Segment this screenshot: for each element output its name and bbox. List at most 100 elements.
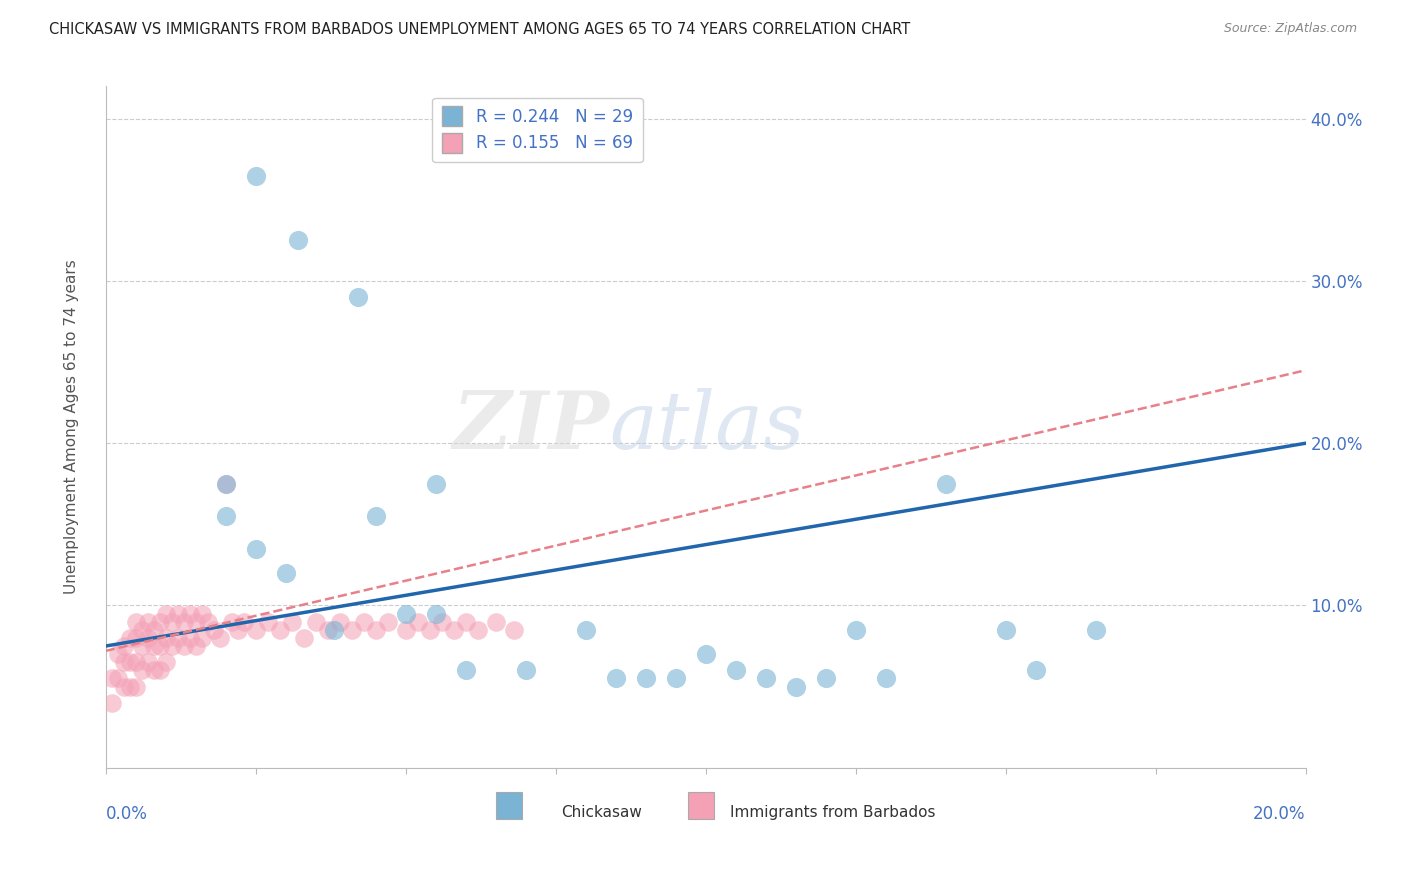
Point	[112, 680, 135, 694]
Point	[605, 672, 627, 686]
Point	[131, 623, 153, 637]
Point	[131, 639, 153, 653]
Point	[214, 476, 236, 491]
Point	[245, 169, 267, 183]
Point	[118, 680, 141, 694]
Point	[1084, 623, 1107, 637]
Point	[142, 639, 165, 653]
Legend: R = 0.244   N = 29, R = 0.155   N = 69: R = 0.244 N = 29, R = 0.155 N = 69	[432, 98, 643, 162]
Point	[515, 664, 537, 678]
Point	[484, 615, 506, 629]
Point	[430, 615, 453, 629]
Point	[785, 680, 807, 694]
Point	[322, 623, 344, 637]
Point	[292, 631, 315, 645]
Point	[340, 623, 363, 637]
Point	[112, 655, 135, 669]
Point	[197, 615, 219, 629]
Point	[574, 623, 596, 637]
Point	[724, 664, 747, 678]
Point	[844, 623, 866, 637]
Text: ZIP: ZIP	[453, 388, 610, 466]
Point	[274, 566, 297, 580]
Point	[100, 696, 122, 710]
Text: CHICKASAW VS IMMIGRANTS FROM BARBADOS UNEMPLOYMENT AMONG AGES 65 TO 74 YEARS COR: CHICKASAW VS IMMIGRANTS FROM BARBADOS UN…	[49, 22, 911, 37]
Point	[329, 615, 352, 629]
Point	[155, 607, 177, 621]
Point	[634, 672, 657, 686]
Point	[406, 615, 429, 629]
Point	[664, 672, 686, 686]
Point	[994, 623, 1017, 637]
Point	[245, 623, 267, 637]
Point	[214, 509, 236, 524]
Point	[269, 623, 291, 637]
Point	[353, 615, 375, 629]
Point	[179, 607, 201, 621]
Point	[364, 623, 387, 637]
Text: Chickasaw: Chickasaw	[561, 805, 643, 820]
Point	[155, 655, 177, 669]
Point	[394, 607, 416, 621]
Point	[364, 509, 387, 524]
Point	[160, 615, 183, 629]
Point	[214, 476, 236, 491]
Point	[166, 607, 188, 621]
Point	[454, 664, 477, 678]
Point	[875, 672, 897, 686]
Point	[245, 541, 267, 556]
Point	[173, 615, 195, 629]
Point	[202, 623, 225, 637]
Text: 0.0%: 0.0%	[105, 805, 148, 823]
Point	[136, 631, 159, 645]
Point	[136, 655, 159, 669]
Y-axis label: Unemployment Among Ages 65 to 74 years: Unemployment Among Ages 65 to 74 years	[65, 260, 79, 594]
Point	[142, 664, 165, 678]
Point	[149, 639, 172, 653]
Point	[467, 623, 489, 637]
Point	[425, 607, 447, 621]
Point	[394, 623, 416, 637]
Point	[221, 615, 243, 629]
Point	[316, 623, 339, 637]
FancyBboxPatch shape	[688, 791, 714, 819]
Point	[124, 680, 146, 694]
Point	[502, 623, 524, 637]
Point	[346, 290, 368, 304]
Point	[173, 639, 195, 653]
Point	[155, 631, 177, 645]
Point	[814, 672, 837, 686]
Point	[1025, 664, 1047, 678]
Point	[232, 615, 254, 629]
Point	[107, 647, 129, 661]
Point	[100, 672, 122, 686]
Point	[179, 631, 201, 645]
Point	[136, 615, 159, 629]
Text: atlas: atlas	[610, 388, 806, 466]
Point	[425, 476, 447, 491]
Point	[142, 623, 165, 637]
Point	[166, 631, 188, 645]
Point	[124, 631, 146, 645]
Point	[184, 615, 207, 629]
Point	[419, 623, 441, 637]
Text: 20.0%: 20.0%	[1253, 805, 1306, 823]
Point	[454, 615, 477, 629]
Point	[695, 647, 717, 661]
Point	[226, 623, 249, 637]
Point	[124, 655, 146, 669]
Point	[935, 476, 957, 491]
Point	[190, 631, 212, 645]
Point	[287, 234, 309, 248]
Point	[131, 664, 153, 678]
Point	[256, 615, 278, 629]
Text: Source: ZipAtlas.com: Source: ZipAtlas.com	[1223, 22, 1357, 36]
Point	[149, 615, 172, 629]
Point	[377, 615, 399, 629]
Point	[754, 672, 776, 686]
Point	[118, 631, 141, 645]
Point	[184, 639, 207, 653]
Point	[160, 639, 183, 653]
Point	[304, 615, 326, 629]
FancyBboxPatch shape	[495, 791, 522, 819]
